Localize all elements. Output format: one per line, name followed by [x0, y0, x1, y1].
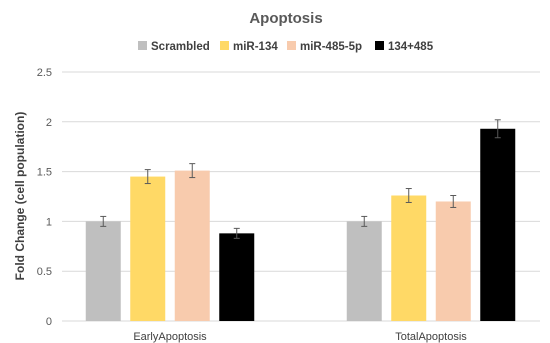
legend-swatch	[220, 41, 229, 50]
x-axis-categories: EarlyApoptosis TotalApoptosis	[133, 331, 467, 343]
legend-label: Scrambled	[151, 41, 210, 53]
legend-swatch	[287, 41, 296, 50]
x-category-label: EarlyApoptosis	[133, 331, 207, 343]
error-bar	[494, 119, 501, 139]
error-bar	[233, 227, 240, 239]
bar-scrambled-totalapoptosis	[346, 221, 382, 321]
y-tick-label: 0	[46, 316, 52, 328]
bar-mir-134-earlyapoptosis	[130, 176, 166, 321]
bars	[85, 128, 516, 321]
legend-item: miR-134	[220, 41, 278, 53]
y-tick-label: 1.5	[37, 167, 52, 179]
error-bar	[405, 188, 412, 203]
x-category-label: TotalApoptosis	[395, 331, 467, 343]
bar-mir-134-totalapoptosis	[391, 195, 427, 321]
error-bar	[361, 215, 368, 227]
bar-134-485-earlyapoptosis	[219, 233, 255, 321]
y-tick-label: 2.5	[37, 67, 52, 79]
error-bar	[100, 215, 107, 227]
error-bar	[189, 163, 196, 179]
legend-label: 134+485	[388, 41, 434, 53]
legend-item: miR-485-5p	[287, 41, 362, 53]
y-tick-label: 0.5	[37, 266, 52, 278]
legend-label: miR-485-5p	[300, 41, 362, 53]
bar-mir-485-5p-earlyapoptosis	[174, 170, 210, 321]
legend-item: 134+485	[375, 41, 434, 53]
y-tick-label: 1	[46, 216, 52, 228]
bar-scrambled-earlyapoptosis	[85, 221, 121, 321]
chart-title: Apoptosis	[249, 10, 322, 27]
bar-mir-485-5p-totalapoptosis	[435, 201, 471, 321]
legend-swatch	[375, 41, 384, 50]
y-tick-label: 2	[46, 117, 52, 129]
legend-label: miR-134	[233, 41, 278, 53]
chart-legend: Scrambled miR-134 miR-485-5p 134+485	[138, 41, 434, 53]
bar-134-485-totalapoptosis	[480, 128, 516, 321]
error-bar	[144, 169, 151, 185]
y-axis-ticks: 0 0.5 1 1.5 2 2.5	[37, 67, 52, 328]
error-bars	[100, 119, 501, 239]
error-bar	[450, 195, 457, 208]
legend-item: Scrambled	[138, 41, 210, 53]
y-axis-label: Fold Change (cell population)	[13, 112, 27, 281]
legend-swatch	[138, 41, 147, 50]
